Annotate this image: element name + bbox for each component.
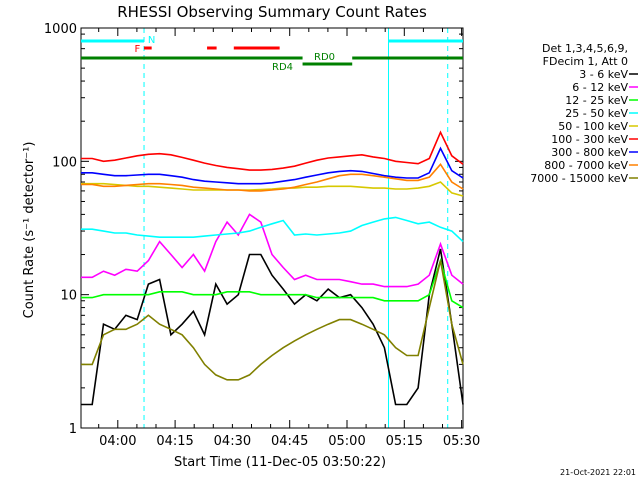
plot-border [80,27,464,429]
y-tick-label-1: 1 [69,422,77,437]
plot-frame [80,27,464,429]
series-line-6-12-kev [81,213,464,288]
x-tick-label-0415: 04:15 [156,434,193,449]
flag-label-n: N [148,35,155,46]
y-tick-label-1000: 1000 [44,22,77,37]
legend-entry-1: 6 - 12 keV [572,81,628,94]
legend-entry-8: 7000 - 15000 keV [530,172,628,185]
series-line-3-6-kev [81,248,464,406]
x-tick-label-0430: 04:30 [214,434,251,449]
series-line-12-25-kev [81,257,464,309]
y-tick-label-10: 10 [60,289,77,304]
legend-entry-7: 800 - 7000 keV [544,159,628,172]
flag-label-rd4: RD4 [272,62,293,73]
footer-timestamp: 21-Oct-2021 22:01 [560,468,636,477]
x-tick-label-0400: 04:00 [99,434,136,449]
legend: Det 1,3,4,5,6,9, FDecim 1, Att 0 3 - 6 k… [530,42,638,185]
legend-entry-3: 25 - 50 keV [565,107,628,120]
x-tick-label-0515: 05:15 [386,434,423,449]
y-tick-labels: 1 10 100 1000 [44,22,77,437]
legend-entry-2: 12 - 25 keV [565,94,628,107]
series-line-25-50-kev [81,216,464,243]
series-lines [81,130,464,406]
flag-bands [80,28,449,428]
legend-entry-4: 50 - 100 keV [558,120,628,133]
series-line-300-800-kev [81,146,464,185]
series-line-7000-15000-kev [81,260,464,381]
legend-header-line-2: FDecim 1, Att 0 [543,55,628,68]
x-tick-label-0530: 05:30 [443,434,480,449]
series-line-100-300-kev [81,130,464,171]
flag-bars: NF RD0 RD4 [81,35,463,73]
legend-header-line-1: Det 1,3,4,5,6,9, [542,42,628,55]
x-tick-label-0445: 04:45 [271,434,308,449]
legend-entry-0: 3 - 6 keV [579,68,628,81]
series-line-800-7000-kev [81,162,464,192]
flag-label-rd0: RD0 [314,52,335,63]
x-axis-label: Start Time (11-Dec-05 03:50:22) [174,455,386,470]
legend-entry-6: 300 - 800 keV [551,146,628,159]
x-tick-label-0500: 05:00 [328,434,365,449]
legend-entry-5: 100 - 300 keV [551,133,628,146]
series-line-50-100-kev [81,181,464,197]
y-axis-label: Count Rate (s⁻¹ detector⁻¹) [22,142,37,319]
flag-label-f: F [134,44,140,55]
chart-title: RHESSI Observing Summary Count Rates [117,3,427,21]
x-tick-labels: 04:00 04:15 04:30 04:45 05:00 05:15 05:30 [99,434,480,449]
y-tick-label-100: 100 [52,155,77,170]
